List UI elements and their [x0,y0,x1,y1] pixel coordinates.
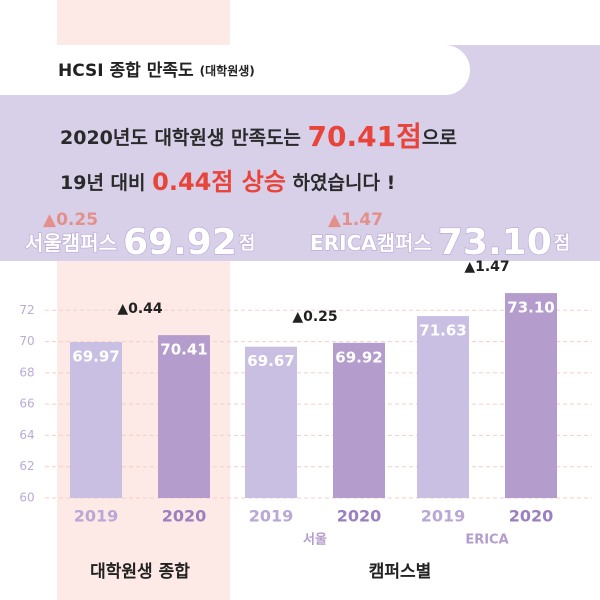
bar [245,346,297,498]
section-label: 캠퍼스별 [369,562,432,582]
y-tick-label: 66 [19,397,34,411]
value-label: 71.63 [419,322,466,340]
x-tick-label: 2019 [249,507,294,526]
campus-score: ERICA캠퍼스 73.10 점 [310,222,570,263]
headline-text: 으로 [422,127,457,149]
bar [333,342,385,498]
bar [417,316,469,498]
x-tick-label: 2020 [509,507,554,526]
headline-line: 19년 대비 0.44점 상승 하였습니다 ! [60,168,395,196]
campus-score: 서울캠퍼스 69.92 점 [25,222,255,263]
header-title: HCSI 종합 만족도 [58,60,194,81]
score: 73.10 [438,222,552,263]
y-tick-label: 68 [19,365,34,379]
annotation: ▲0.44 [117,301,163,317]
bar [70,342,122,498]
x-tick-label: 2019 [421,507,466,526]
header-pill [0,45,470,95]
campus-label: 서울캠퍼스 [25,231,117,255]
header-subtitle: (대학원생) [200,63,255,78]
unit: 점 [239,233,256,254]
unit: 점 [554,233,571,254]
headline-text: 2020년도 대학원생 만족도는 [60,127,308,149]
category-label: 서울 [303,532,327,548]
value-label: 69.97 [72,348,119,366]
headline-highlight: 70.41점 [308,120,422,153]
campus-label: ERICA캠퍼스 [310,231,432,255]
x-tick-label: 2019 [74,507,119,526]
change: ▲0.25 [43,210,98,230]
header: HCSI 종합 만족도 (대학원생) [58,60,255,81]
value-label: 69.92 [335,348,382,366]
y-tick-label: 60 [19,491,34,505]
value-label: 70.41 [160,341,207,359]
x-tick-label: 2020 [162,507,207,526]
value-label: 69.67 [247,352,294,370]
headline-text: 하였습니다 ! [286,172,395,194]
section-label: 대학원생 종합 [90,561,190,582]
bar [505,293,557,498]
y-tick-label: 62 [19,459,34,473]
bar [158,335,210,498]
change: ▲1.47 [328,210,383,230]
score: 69.92 [123,222,237,263]
value-label: 73.10 [507,299,554,317]
headline-highlight: 0.44점 상승 [152,168,286,196]
headline-line: 2020년도 대학원생 만족도는 70.41점으로 [60,120,457,153]
headline-text: 19년 대비 [60,172,152,194]
category-label: ERICA [465,533,508,548]
y-tick-label: 64 [19,428,34,442]
y-tick-label: 70 [19,334,34,348]
y-tick-label: 72 [19,303,34,317]
x-tick-label: 2020 [337,507,382,526]
annotation: ▲0.25 [292,309,337,325]
annotation: ▲1.47 [464,259,509,275]
